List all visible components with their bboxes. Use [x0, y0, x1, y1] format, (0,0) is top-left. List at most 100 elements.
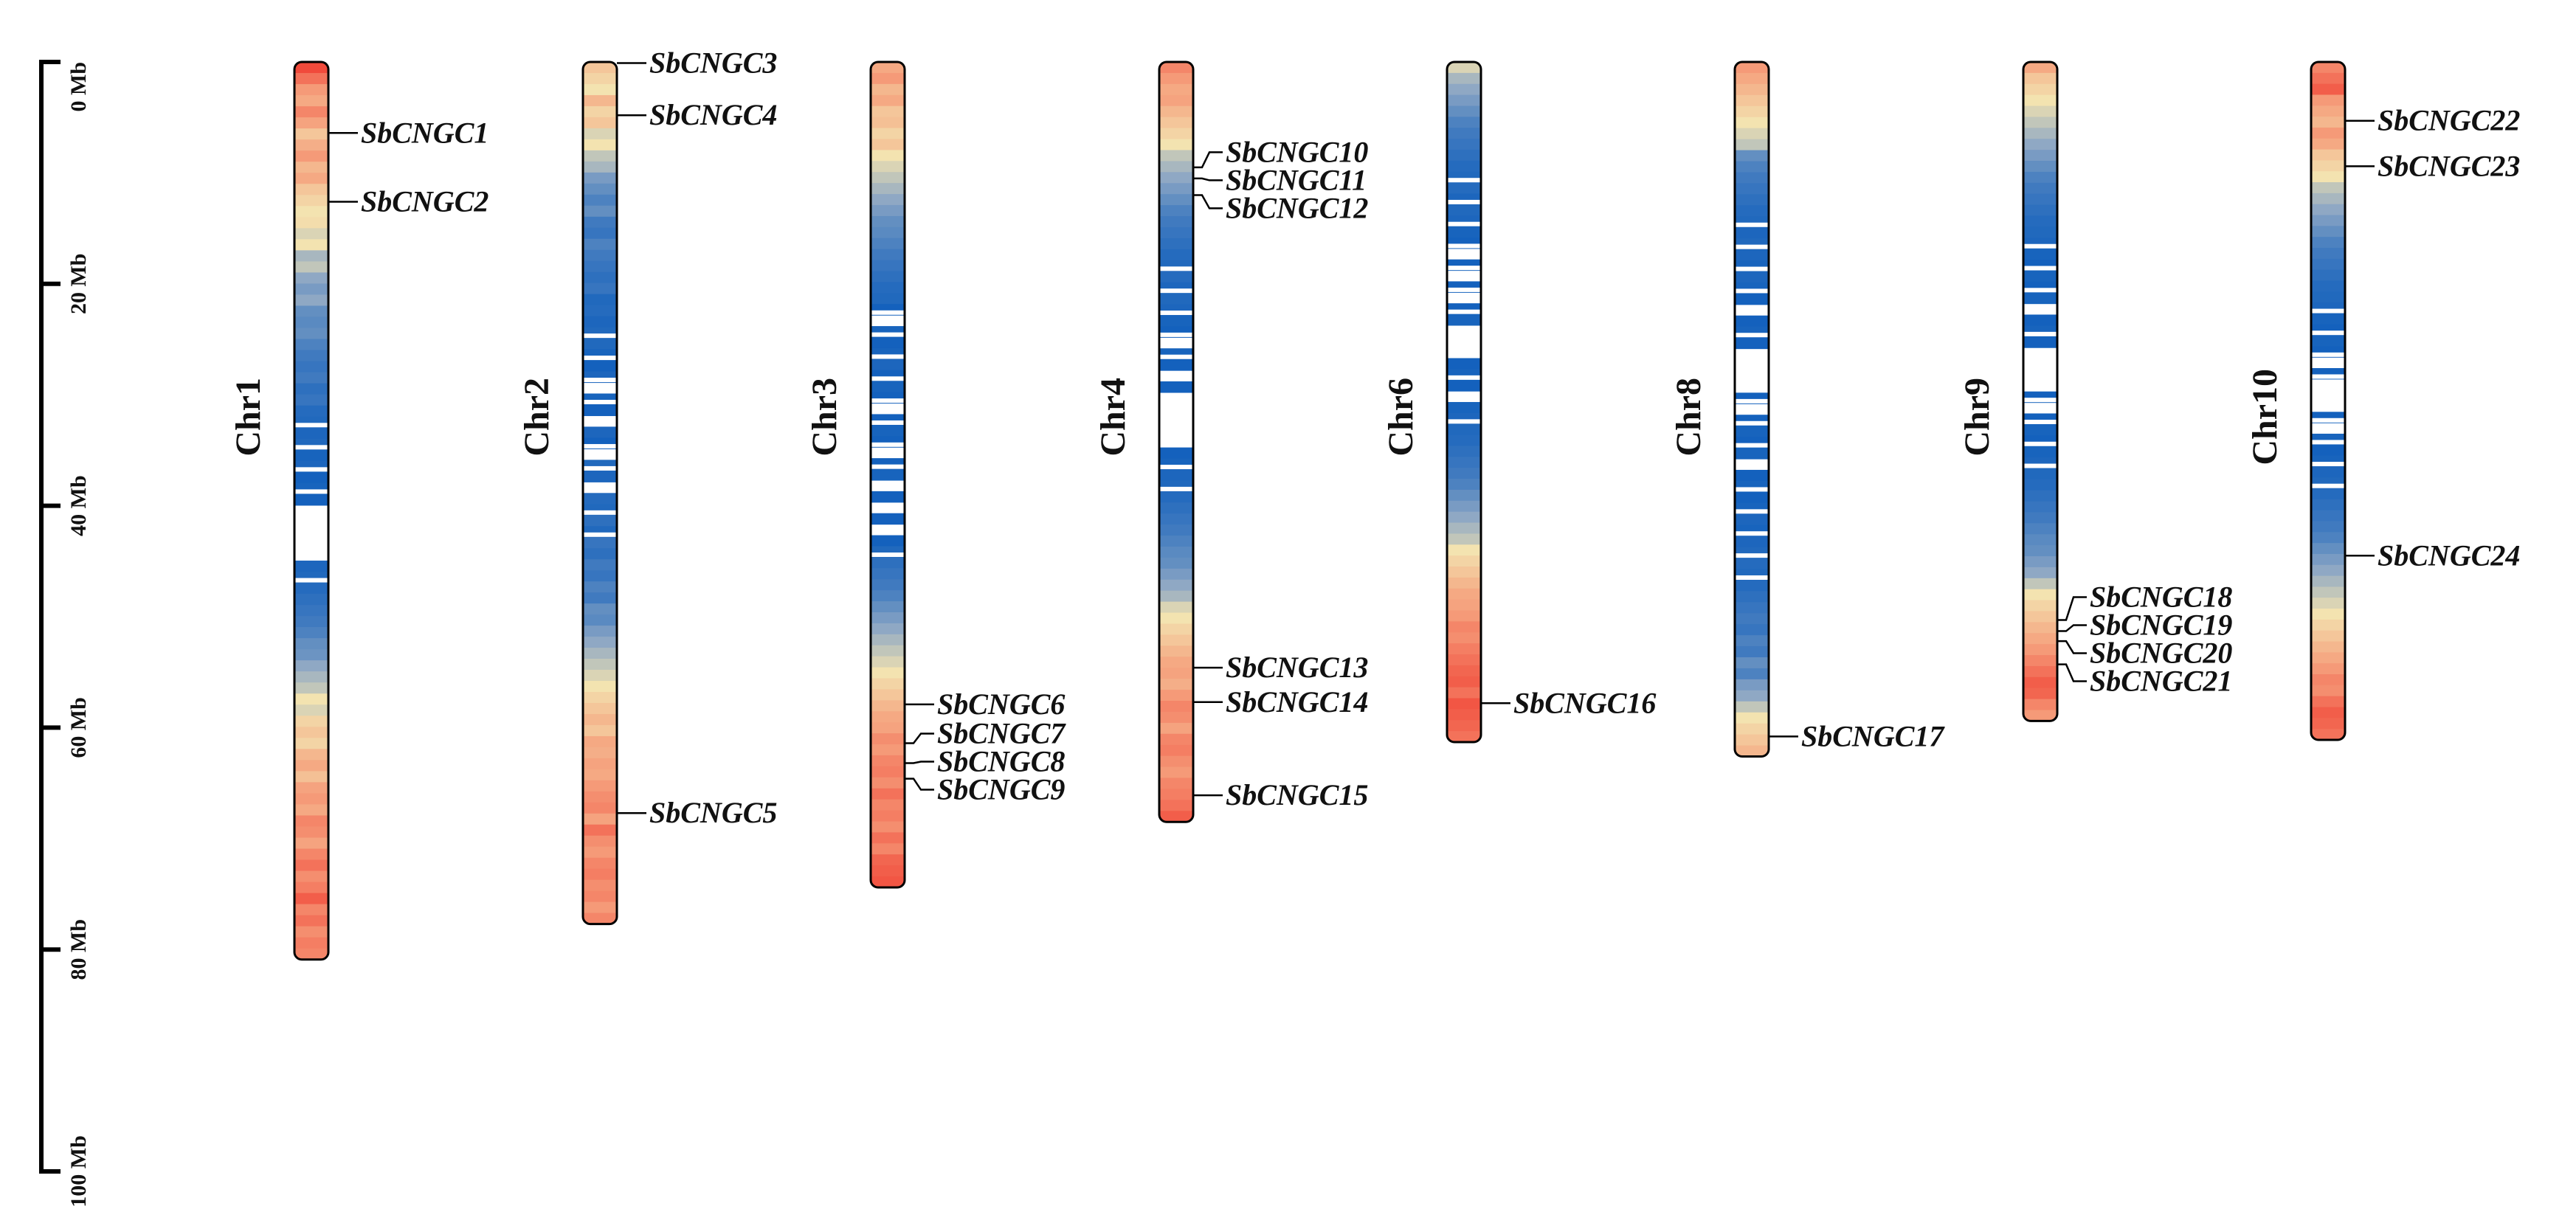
density-bands — [1159, 62, 1193, 822]
chromosome-outline — [1733, 60, 1770, 758]
scale-bar: 0 Mb 20 Mb 40 Mb 60 Mb 80 Mb 100 Mb — [39, 60, 91, 1208]
density-band — [871, 491, 905, 503]
density-band — [1735, 723, 1769, 735]
gap-stripe — [1735, 553, 1769, 558]
density-band — [294, 948, 328, 960]
density-band — [1447, 226, 1481, 238]
density-band — [2023, 215, 2057, 227]
gap-stripe — [2311, 440, 2345, 445]
density-band — [871, 469, 905, 481]
density-band — [294, 716, 328, 727]
gap-stripe — [1447, 287, 1481, 292]
chromosome-outline — [1446, 60, 1482, 744]
density-band — [2023, 622, 2057, 634]
density-band — [1159, 491, 1193, 503]
density-band — [583, 846, 617, 859]
density-band — [2311, 586, 2345, 598]
density-band — [294, 826, 328, 839]
density-band — [871, 821, 905, 833]
density-band — [583, 879, 617, 892]
density-band — [1159, 105, 1193, 118]
density-band — [1735, 712, 1769, 724]
density-band — [2311, 269, 2345, 282]
density-band — [1447, 160, 1481, 173]
density-band — [1159, 502, 1193, 514]
gap-stripe — [1735, 333, 1769, 338]
density-band — [583, 813, 617, 825]
gene-connector — [905, 733, 934, 744]
density-band — [871, 854, 905, 866]
density-band — [294, 616, 328, 628]
gene-label: SbCNGC17 — [1801, 719, 1945, 752]
density-band — [294, 195, 328, 207]
density-band — [583, 338, 617, 350]
gap-stripe — [1447, 199, 1481, 204]
density-band — [1159, 150, 1193, 162]
density-band — [583, 426, 617, 438]
density-band — [294, 294, 328, 307]
density-band — [583, 62, 617, 74]
density-band — [294, 760, 328, 772]
gene-label: SbCNGC14 — [1226, 685, 1368, 718]
scale-tick-label: 0 Mb — [66, 62, 91, 112]
density-band — [1159, 226, 1193, 239]
density-band — [1735, 227, 1769, 239]
density-band — [871, 590, 905, 602]
density-band — [1159, 722, 1193, 735]
density-band — [2311, 598, 2345, 609]
density-band — [871, 568, 905, 580]
density-band — [2023, 193, 2057, 206]
gap-stripe — [1735, 509, 1769, 514]
density-band — [1447, 139, 1481, 150]
density-band — [2311, 182, 2345, 194]
gap-stripe — [583, 532, 617, 537]
density-band — [2023, 567, 2057, 579]
gene-connector — [2057, 640, 2087, 654]
density-band — [2311, 193, 2345, 205]
density-band — [2023, 314, 2057, 326]
density-band — [294, 848, 328, 861]
density-band — [1447, 479, 1481, 491]
gene-label: SbCNGC23 — [2378, 149, 2520, 182]
gene-label: SbCNGC15 — [1226, 778, 1368, 811]
gap-stripe — [1735, 222, 1769, 227]
density-band — [1735, 536, 1769, 548]
density-band — [2023, 545, 2057, 557]
density-band — [1735, 624, 1769, 636]
density-band — [1159, 513, 1193, 525]
density-band — [2023, 171, 2057, 184]
density-band — [1735, 690, 1769, 702]
density-band — [294, 250, 328, 262]
density-band — [294, 560, 328, 572]
density-band — [2023, 556, 2057, 568]
density-band — [2023, 644, 2057, 656]
density-band — [2311, 280, 2345, 292]
gap-stripe — [583, 443, 617, 449]
density-band — [294, 150, 328, 162]
density-band — [1735, 150, 1769, 162]
density-band — [2023, 501, 2057, 513]
density-band — [2023, 292, 2057, 305]
density-band — [583, 724, 617, 737]
density-band — [583, 271, 617, 284]
density-band — [583, 747, 617, 759]
density-band — [294, 704, 328, 716]
density-band — [2023, 512, 2057, 524]
density-band — [871, 62, 905, 74]
density-band — [871, 105, 905, 118]
density-band — [1735, 679, 1769, 691]
density-band — [1159, 766, 1193, 779]
density-band — [1159, 557, 1193, 569]
density-band — [1735, 293, 1769, 305]
density-band — [294, 837, 328, 850]
density-band — [2023, 600, 2057, 612]
density-band — [1447, 62, 1481, 74]
density-band — [294, 405, 328, 418]
density-band — [1447, 105, 1481, 117]
density-band — [1159, 800, 1193, 811]
density-band — [294, 328, 328, 340]
density-band — [2311, 532, 2345, 544]
density-band — [1447, 522, 1481, 535]
density-band — [294, 427, 328, 440]
density-band — [1735, 491, 1769, 504]
